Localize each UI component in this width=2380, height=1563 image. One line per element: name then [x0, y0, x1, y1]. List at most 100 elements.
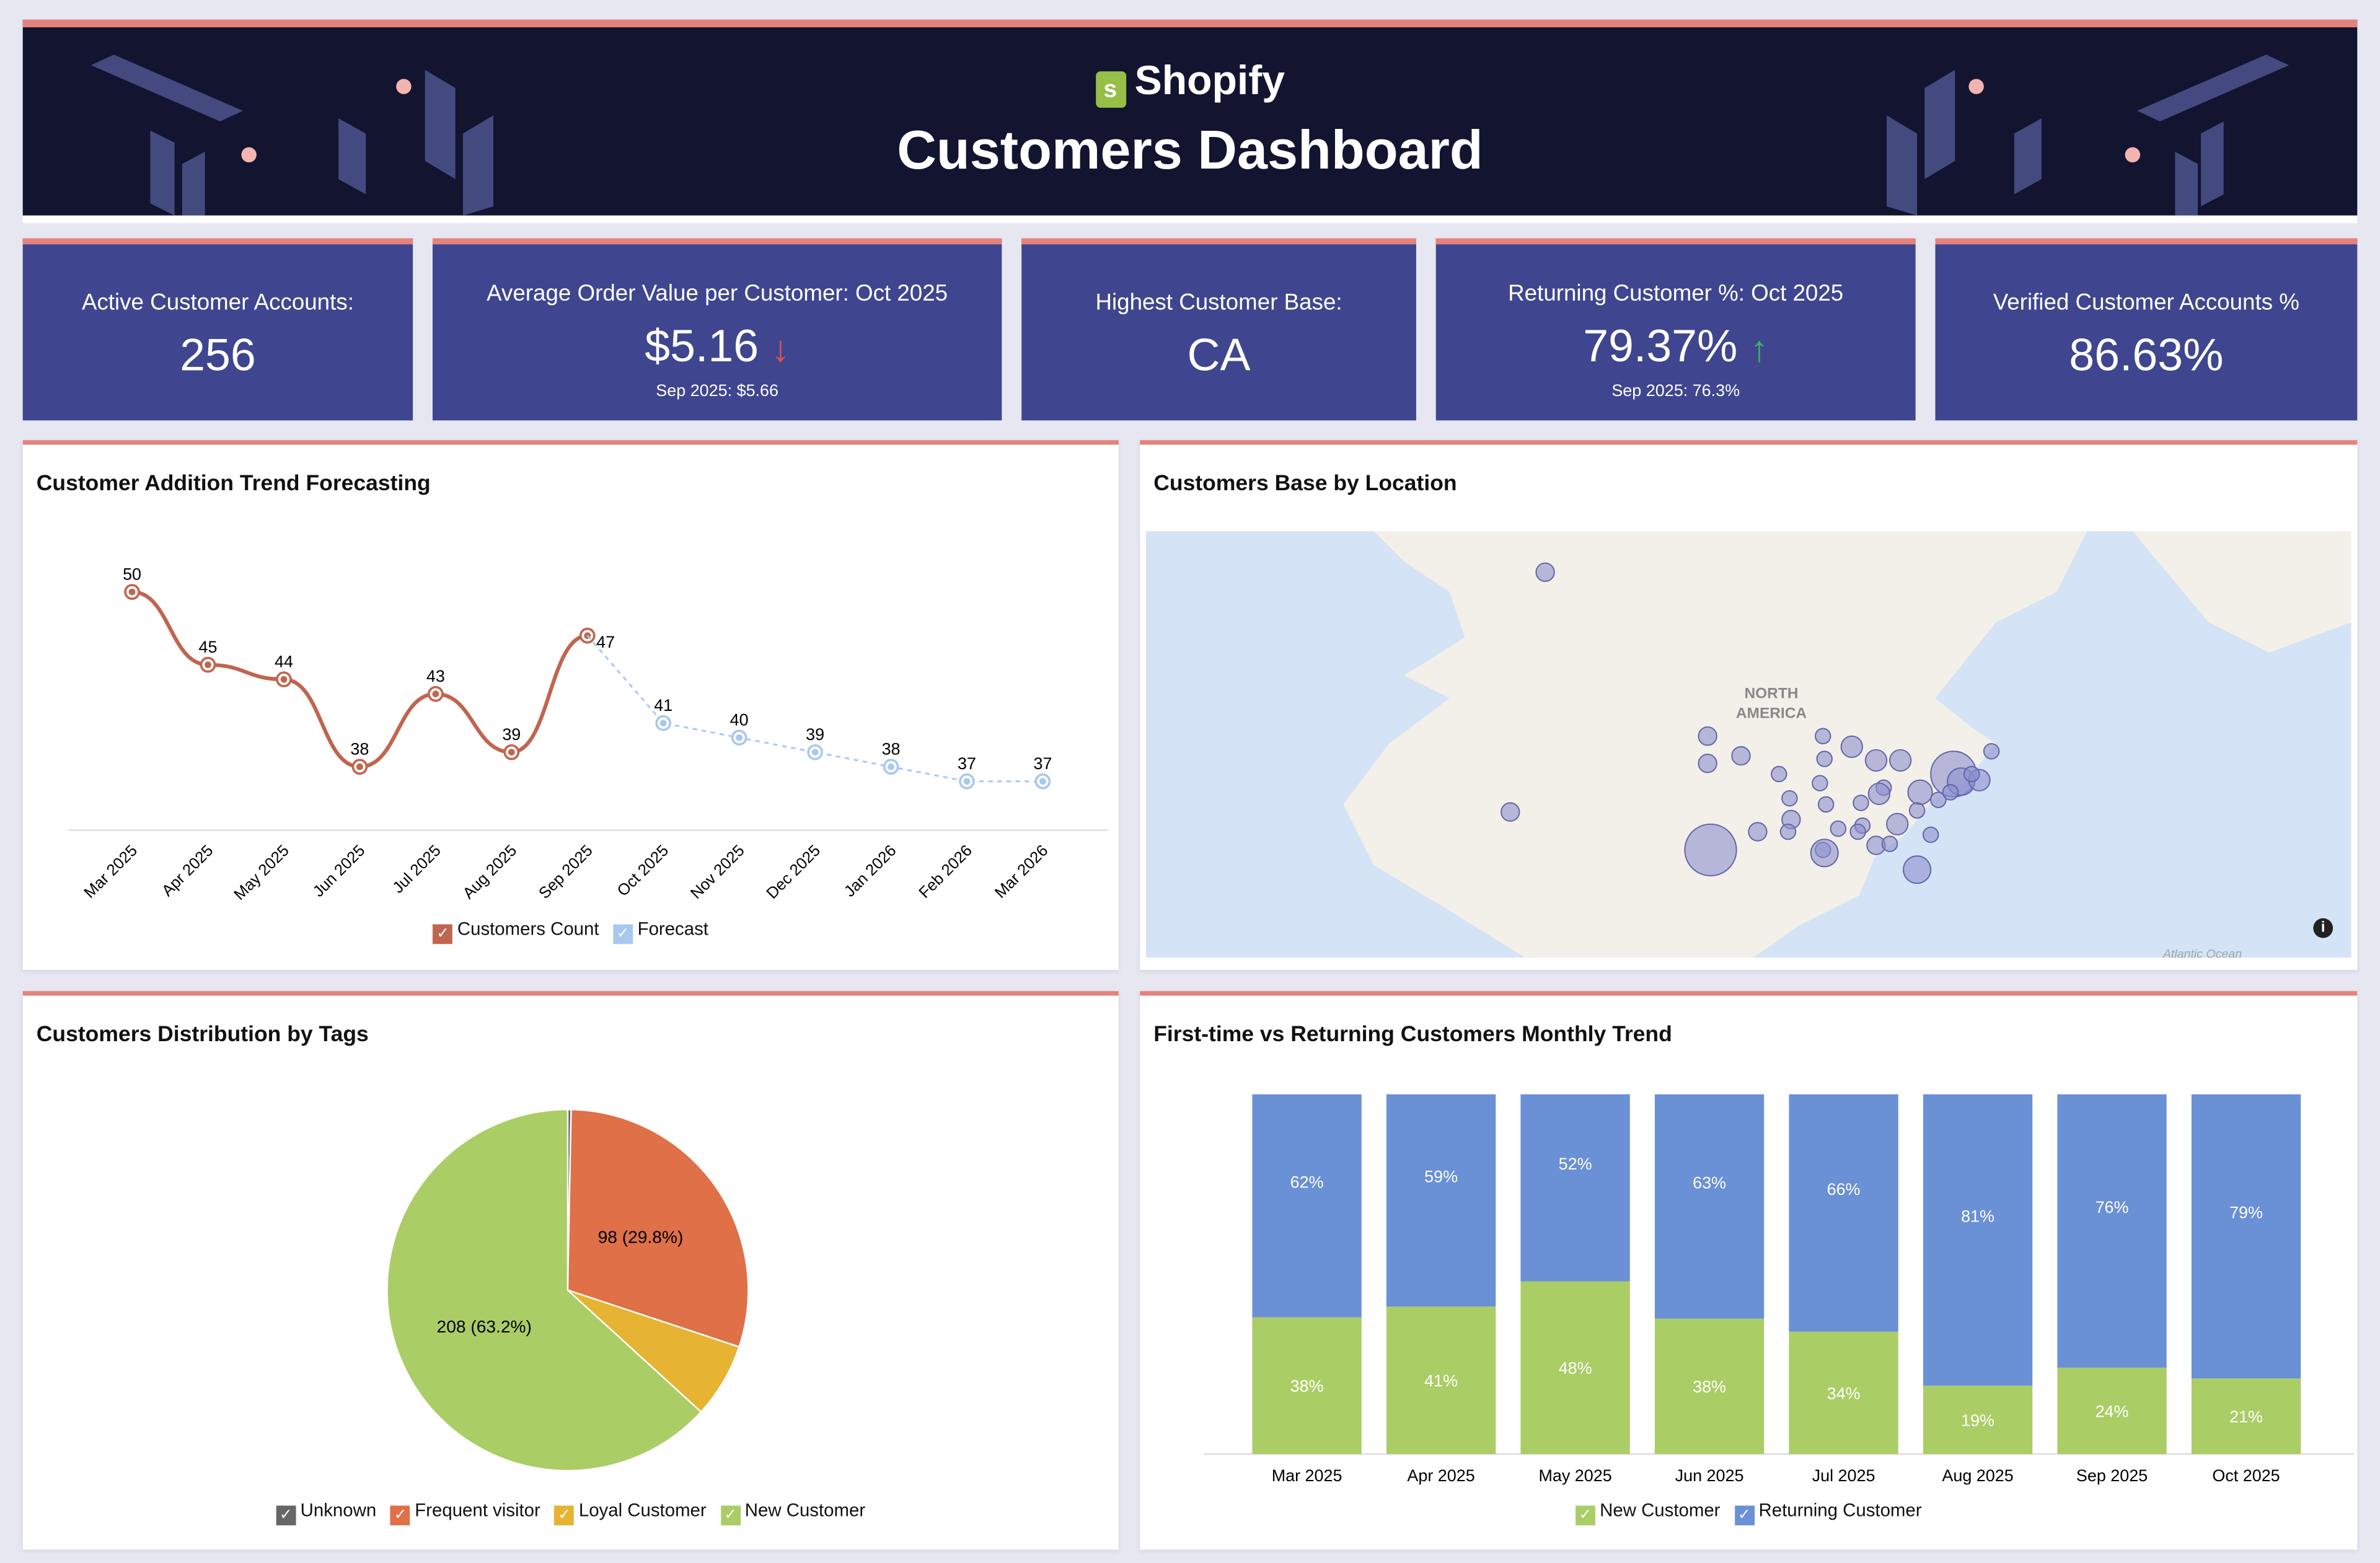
location-bubble	[1930, 791, 1947, 808]
location-bubble	[1684, 823, 1737, 877]
x-tick-label: Jun 2025	[1675, 1466, 1744, 1485]
bar-label: 62%	[1290, 1173, 1324, 1191]
x-tick-label: Mar 2026	[992, 842, 1052, 902]
checkbox-icon: ✓	[390, 1505, 410, 1526]
location-bubble	[1903, 855, 1932, 884]
location-bubble	[1853, 795, 1869, 811]
bar-label: 21%	[2229, 1407, 2263, 1426]
location-bubble	[1810, 839, 1839, 868]
bar-label: 66%	[1827, 1180, 1861, 1199]
panel-title: Customer Addition Trend Forecasting	[36, 472, 431, 496]
x-tick-label: Oct 2025	[2212, 1466, 2280, 1485]
location-bubble	[1501, 802, 1520, 822]
legend-customers-count[interactable]: ✓ Customers Count	[433, 918, 599, 944]
data-point-core	[356, 763, 363, 770]
location-bubble	[1698, 754, 1717, 773]
bar-segment	[1252, 1094, 1362, 1318]
bar-label: 81%	[1961, 1207, 1994, 1225]
legend-returning-customer[interactable]: ✓ Returning Customer	[1734, 1500, 1922, 1526]
kpi-label: Verified Customer Accounts %	[1993, 289, 2299, 316]
legend-forecast[interactable]: ✓ Forecast	[613, 918, 708, 944]
bar-segment	[1923, 1385, 2033, 1455]
bar-label: 19%	[1961, 1411, 1994, 1430]
legend-unknown[interactable]: ✓ Unknown	[276, 1500, 376, 1526]
location-bubble	[1908, 802, 1926, 819]
kpi-label: Highest Customer Base:	[1095, 289, 1342, 316]
bar-label: 24%	[2096, 1402, 2129, 1420]
pie-chart: 98 (29.8%) 208 (63.2%)	[386, 1108, 749, 1472]
x-tick-label: Feb 2026	[915, 842, 976, 902]
pie-slice-loyal-customer	[567, 1289, 741, 1413]
bar-segment	[1654, 1094, 1765, 1319]
location-map[interactable]: NORTH AMERICA Atlantic Ocean	[1145, 531, 2351, 958]
x-tick-label: Aug 2025	[1942, 1466, 2013, 1485]
location-bubble	[1907, 779, 1933, 805]
kpi-returning-percent: Returning Customer %: Oct 2025 79.37% ↑ …	[1435, 238, 1916, 421]
bar-label: 34%	[1827, 1384, 1861, 1402]
data-label: 38	[350, 740, 369, 759]
x-tick-label: Jul 2025	[389, 842, 444, 897]
location-bubble	[1698, 726, 1717, 746]
kpi-value: $5.16	[645, 322, 759, 372]
bar-label: 48%	[1559, 1359, 1592, 1378]
data-label: 37	[958, 754, 976, 773]
x-tick-label: Jan 2026	[841, 842, 900, 900]
map-panel: Customers Base by Location NORTH AMERICA…	[1140, 440, 2358, 970]
panel-title: Customers Base by Location	[1153, 472, 1457, 496]
x-tick-label: Jun 2025	[310, 842, 369, 900]
line-legend: ✓ Customers Count ✓ Forecast	[23, 918, 1119, 944]
bar-label: 38%	[1290, 1377, 1324, 1396]
data-point-core	[888, 763, 894, 770]
data-label: 45	[199, 638, 218, 656]
panel-title: Customers Distribution by Tags	[36, 1023, 369, 1047]
data-point-core	[811, 749, 819, 756]
kpi-value: 79.37%	[1583, 322, 1738, 372]
data-label: 47	[596, 633, 615, 651]
brand-name: Shopify	[1134, 58, 1285, 103]
legend-frequent-visitor[interactable]: ✓ Frequent visitor	[390, 1500, 540, 1526]
data-label: 44	[275, 653, 293, 671]
bar-segment	[2191, 1378, 2301, 1455]
data-label: 38	[882, 740, 901, 759]
info-icon[interactable]: i	[2313, 918, 2334, 938]
arrow-up-icon: ↑	[1750, 329, 1769, 371]
location-bubble	[1922, 826, 1939, 843]
bar-segment	[1386, 1306, 1496, 1455]
location-bubble	[1748, 822, 1768, 842]
location-bubble	[1815, 728, 1831, 744]
bar-legend: ✓ New Customer ✓ Returning Customer	[1140, 1500, 2357, 1526]
kpi-highest-base: Highest Customer Base: CA	[1021, 238, 1416, 421]
data-point-core	[1039, 778, 1046, 785]
legend-label: Loyal Customer	[578, 1499, 707, 1521]
x-tick-label: Sep 2025	[2076, 1466, 2148, 1485]
location-bubble	[1779, 823, 1797, 840]
page-title: Customers Dashboard	[897, 118, 1483, 181]
bar-segment	[1789, 1331, 1898, 1455]
location-bubble	[1840, 735, 1863, 759]
bar-label: 52%	[1559, 1155, 1592, 1173]
legend-new-customer[interactable]: ✓ New Customer	[1575, 1500, 1720, 1526]
brand-logo: s Shopify	[23, 58, 2358, 108]
tags-panel: Customers Distribution by Tags 98 (29.8%…	[22, 991, 1119, 1550]
data-point-core	[963, 778, 971, 785]
bar-label: 79%	[2229, 1204, 2263, 1222]
bar-segment	[2191, 1094, 2301, 1379]
legend-label: New Customer	[744, 1499, 866, 1521]
bar-segment	[2057, 1367, 2167, 1455]
bar-label: 38%	[1693, 1378, 1726, 1396]
bar-label: 63%	[1693, 1173, 1726, 1192]
legend-new-customer[interactable]: ✓ New Customer	[720, 1499, 866, 1526]
location-bubble	[1812, 775, 1828, 791]
location-bubble	[1849, 823, 1866, 840]
bar-label: 59%	[1424, 1168, 1458, 1186]
legend-loyal-customer[interactable]: ✓ Loyal Customer	[554, 1499, 707, 1526]
bar-label: 41%	[1424, 1371, 1458, 1390]
kpi-label: Returning Customer %: Oct 2025	[1508, 281, 1844, 307]
location-bubble	[1771, 765, 1787, 783]
panel-title: First-time vs Returning Customers Monthl…	[1153, 1023, 1672, 1047]
checkbox-icon: ✓	[554, 1505, 575, 1526]
map-label: AMERICA	[1736, 705, 1807, 721]
data-label: 40	[730, 711, 749, 729]
slice-label: 98 (29.8%)	[598, 1228, 684, 1247]
kpi-label: Average Order Value per Customer: Oct 20…	[487, 281, 948, 307]
